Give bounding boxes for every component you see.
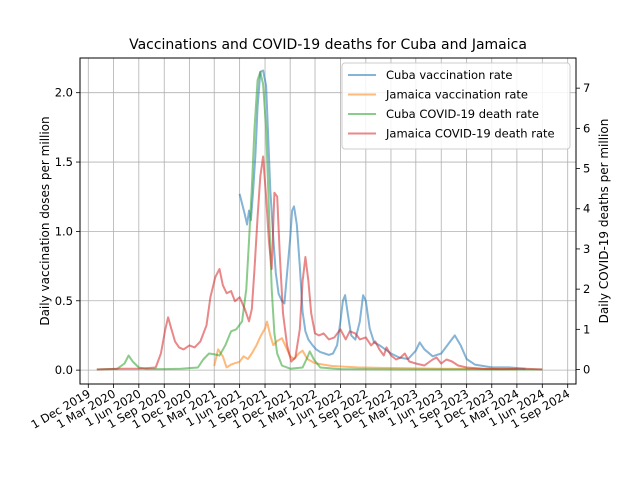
right-tick-label: 3: [583, 242, 590, 256]
right-axis-ticks: 0 1 2 3 4 5 6 7: [576, 81, 590, 377]
legend-label: Jamaica COVID-19 death rate: [385, 127, 555, 141]
left-tick-label: 2.0: [55, 86, 73, 100]
legend: Cuba vaccination rate Jamaica vaccination…: [341, 62, 571, 150]
right-tick-label: 2: [583, 282, 590, 296]
legend-box: [341, 62, 571, 150]
left-axis-ticks: 0.0 0.5 1.0 1.5 2.0: [55, 86, 80, 377]
left-tick-label: 1.5: [55, 155, 73, 169]
right-tick-label: 7: [583, 81, 590, 95]
left-tick-label: 1.0: [55, 224, 73, 238]
axes-frame: [79, 57, 577, 385]
plot-lines: [96, 69, 543, 371]
left-tick-label: 0.5: [55, 294, 73, 308]
left-tick-label: 0.0: [55, 363, 73, 377]
series-line-3: [96, 155, 543, 371]
right-tick-label: 0: [583, 363, 590, 377]
legend-label: Cuba COVID-19 death rate: [386, 107, 539, 121]
legend-label: Cuba vaccination rate: [386, 68, 512, 82]
series-line-1: [213, 320, 517, 371]
right-tick-label: 5: [583, 162, 590, 176]
right-tick-label: 1: [583, 322, 590, 336]
series-line-2: [96, 71, 543, 371]
left-axis-label: Daily vaccination doses per million: [38, 116, 52, 325]
chart-title: Vaccinations and COVID-19 deaths for Cub…: [129, 37, 527, 53]
right-axis-label: Daily COVID-19 deaths per million: [597, 119, 611, 324]
series-line-0: [238, 69, 526, 370]
legend-label: Jamaica vaccination rate: [385, 88, 528, 102]
right-tick-label: 4: [583, 202, 590, 216]
right-tick-label: 6: [583, 121, 590, 135]
